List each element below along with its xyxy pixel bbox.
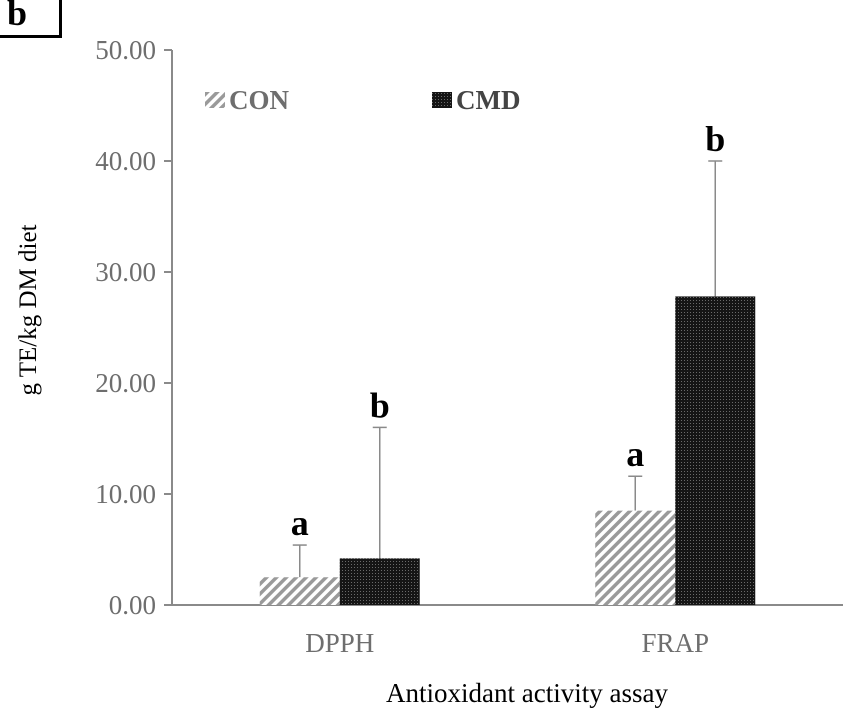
bar-cmd-frap bbox=[675, 296, 756, 605]
panel-label: b bbox=[7, 0, 28, 33]
legend-swatch-cmd bbox=[432, 92, 452, 108]
y-tick-label: 50.00 bbox=[95, 35, 156, 65]
x-axis-label: Antioxidant activity assay bbox=[386, 678, 668, 708]
x-tick-label: FRAP bbox=[641, 628, 709, 658]
y-axis-label: g TE/kg DM diet bbox=[15, 224, 42, 395]
y-tick-label: 20.00 bbox=[95, 368, 156, 398]
legend-swatch-con bbox=[205, 92, 225, 108]
significance-letter: b bbox=[370, 385, 390, 425]
y-tick-label: 40.00 bbox=[95, 146, 156, 176]
significance-letter: a bbox=[291, 503, 309, 543]
bar-cmd-dpph bbox=[339, 558, 420, 605]
x-tick-label: DPPH bbox=[305, 628, 374, 658]
y-tick-label: 10.00 bbox=[95, 479, 156, 509]
legend-label-cmd: CMD bbox=[456, 85, 520, 115]
y-tick-label: 30.00 bbox=[95, 257, 156, 287]
panel-label-box: b bbox=[0, 0, 62, 38]
bar-con-dpph bbox=[259, 577, 340, 605]
significance-letter: b bbox=[705, 119, 725, 159]
legend-label-con: CON bbox=[229, 85, 290, 115]
bar-con-frap bbox=[595, 510, 676, 605]
significance-letter: a bbox=[626, 434, 644, 474]
y-tick-label: 0.00 bbox=[109, 590, 156, 620]
